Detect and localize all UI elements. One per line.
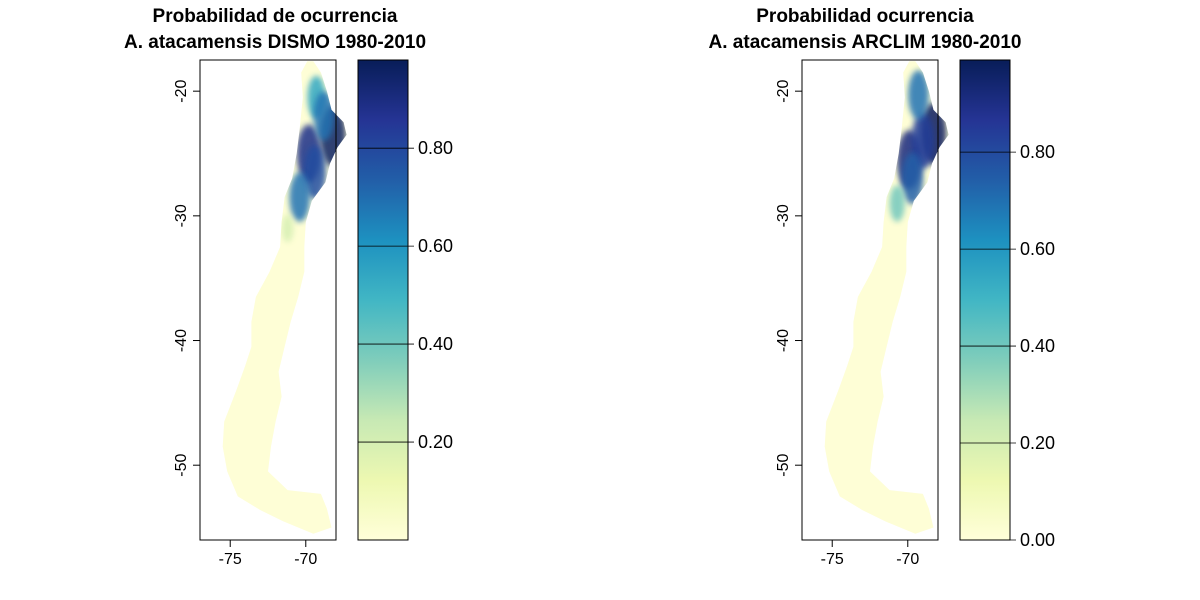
left-title-line1: Probabilidad de ocurrencia — [152, 6, 398, 27]
colorbar-tick-label: 0.00 — [1020, 530, 1055, 550]
hotspot-3 — [901, 152, 924, 205]
right-map-panel: -75 -70 -20 -30 -40 -50 0.00 0.20 0.40 0.60 0.80 — [775, 59, 1055, 568]
y-tick-label: -40 — [173, 329, 190, 352]
y-tick-label: -50 — [775, 454, 792, 477]
left-map-panel: -75 -70 -20 -30 -40 -50 0.20 0.40 0.60 0.80 — [173, 59, 453, 568]
colorbar-tick-label: 0.20 — [1020, 433, 1055, 453]
hotspot-6 — [281, 214, 294, 243]
probability-layer — [281, 75, 346, 243]
colorbar-tick-label: 0.20 — [418, 432, 453, 452]
right-title-line1: Probabilidad ocurrencia — [756, 6, 974, 27]
hotspot-5 — [313, 91, 335, 141]
colorbar-tick-label: 0.80 — [418, 138, 453, 158]
colorbar-tick-label: 0.40 — [418, 334, 453, 354]
hotspot-3 — [289, 172, 311, 222]
x-tick-label: -70 — [294, 551, 317, 568]
colorbar-tick-label: 0.60 — [418, 236, 453, 256]
right-panel-title: Probabilidad ocurrencia A. atacamensis A… — [660, 4, 1070, 56]
y-tick-label: -20 — [173, 80, 190, 103]
hotspot-2 — [911, 113, 935, 169]
y-tick-label: -40 — [775, 329, 792, 352]
y-tick-label: -30 — [173, 204, 190, 227]
x-tick-label: -75 — [219, 551, 242, 568]
hotspot-2 — [303, 145, 326, 200]
left-panel-title: Probabilidad de ocurrencia A. atacamensi… — [70, 4, 480, 56]
left-title-line2: A. atacamensis DISMO 1980-2010 — [123, 32, 427, 53]
hotspot-5 — [889, 185, 905, 222]
right-title-line2: A. atacamensis ARCLIM 1980-2010 — [708, 32, 1022, 53]
colorbar-tick-label: 0.40 — [1020, 336, 1055, 356]
colorbar-tick-label: 0.60 — [1020, 239, 1055, 259]
colorbar-tick-label: 0.80 — [1020, 142, 1055, 162]
y-tick-label: -20 — [775, 80, 792, 103]
colorbar-frame — [357, 59, 409, 541]
colorbar-fill — [960, 60, 1010, 540]
colorbar-fill — [358, 60, 408, 540]
x-tick-label: -70 — [896, 551, 919, 568]
hotspot-4 — [908, 70, 929, 120]
y-tick-label: -50 — [173, 454, 190, 477]
x-tick-label: -75 — [821, 551, 844, 568]
y-tick-label: -30 — [775, 204, 792, 227]
